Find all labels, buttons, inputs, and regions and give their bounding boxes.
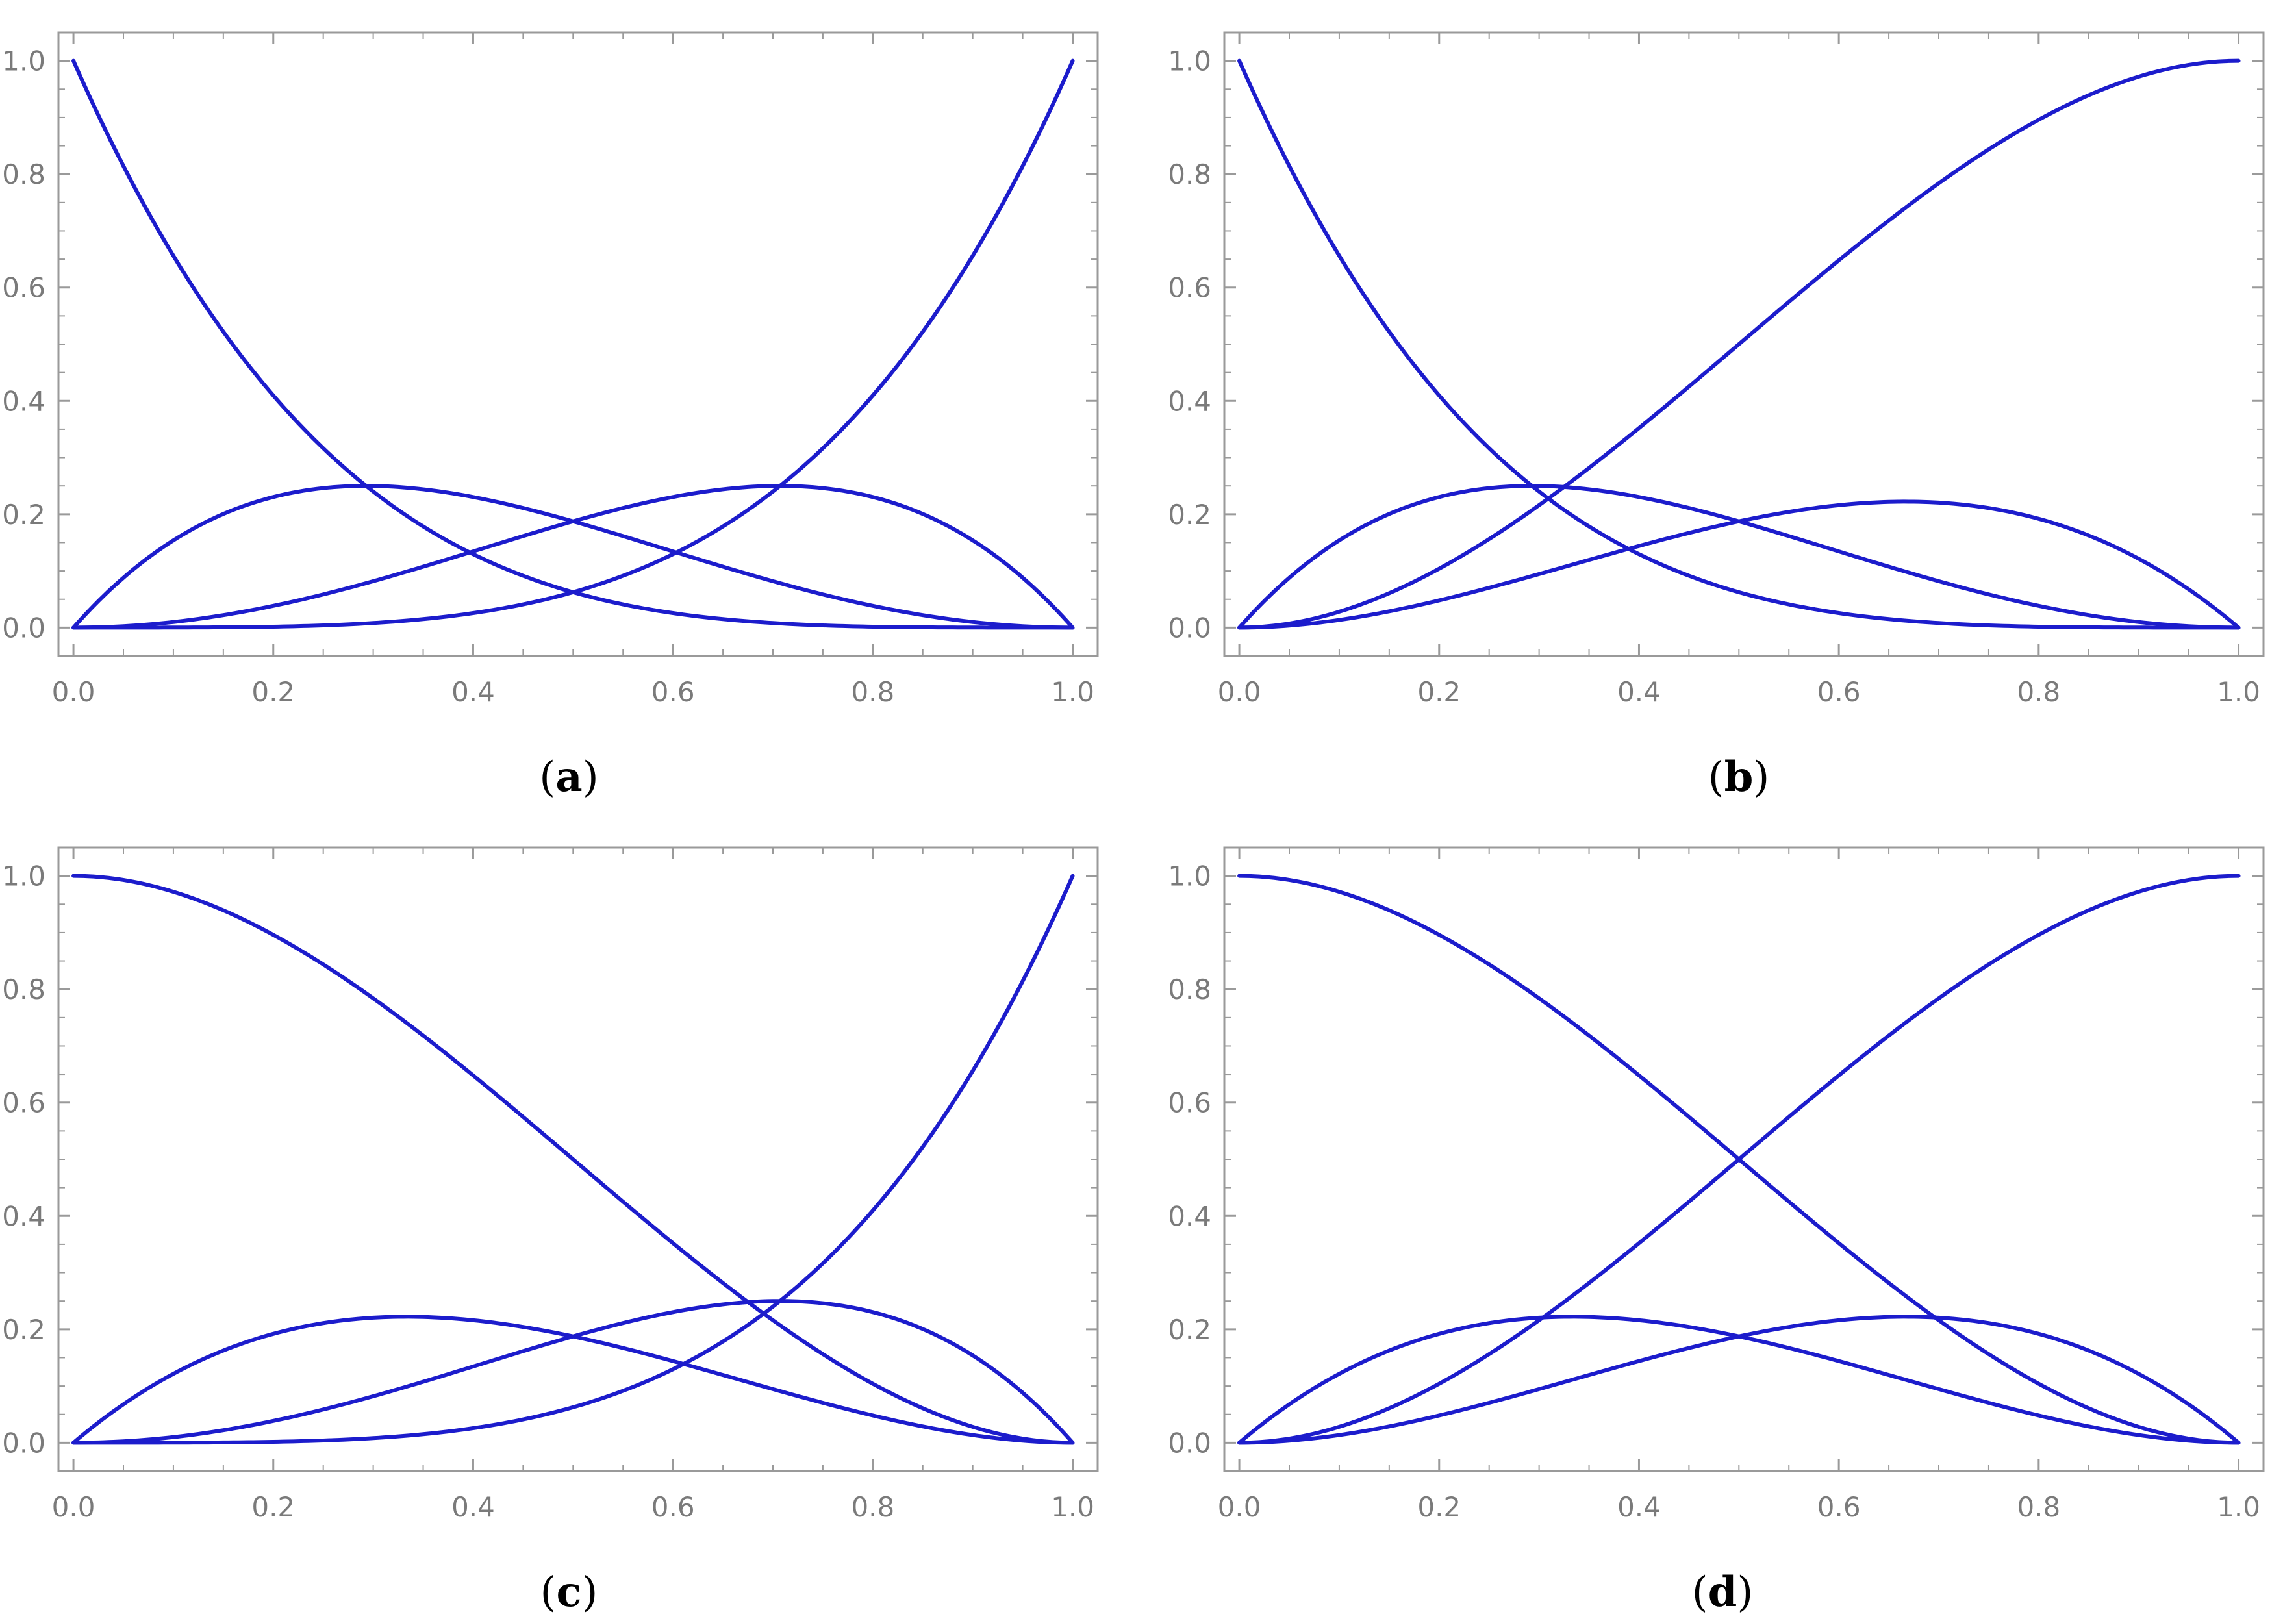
y-tick-label: 0.8 bbox=[2, 974, 45, 1005]
y-tick-label: 0.6 bbox=[1168, 272, 1211, 304]
y-tick-label: 0.0 bbox=[2, 1427, 45, 1459]
x-tick-label: 0.2 bbox=[251, 676, 295, 708]
x-tick-label: 1.0 bbox=[2217, 1491, 2260, 1523]
series-line-1 bbox=[71, 874, 1075, 1445]
y-tick-label: 1.0 bbox=[1168, 861, 1211, 892]
x-tick-label: 0.2 bbox=[251, 1491, 295, 1523]
y-tick-label: 0.6 bbox=[2, 272, 45, 304]
caption-b-letter: b bbox=[1724, 753, 1754, 801]
y-tick-label: 0.2 bbox=[1168, 499, 1211, 531]
series-line-4 bbox=[71, 58, 1075, 630]
y-tick-label: 0.2 bbox=[1168, 1314, 1211, 1346]
y-tick-label: 0.4 bbox=[2, 1200, 45, 1232]
panel-b: 0.00.0 0.2 0.2 0.4 0.4 0.6 0.6 0.8 0.8 1.0 1.0 bbox=[1168, 31, 2265, 708]
caption-a-letter: a bbox=[555, 753, 582, 801]
panel-a: 0.00.0 0.2 0.2 0.4 0.4 0.6 0.6 0.8 0.8 1.0 1.0 bbox=[2, 31, 1099, 708]
y-tick-label: 0.8 bbox=[2, 158, 45, 190]
x-tick-label: 0.8 bbox=[2017, 1491, 2060, 1523]
caption-b: (b) bbox=[1708, 753, 1770, 801]
caption-d: (d) bbox=[1692, 1568, 1754, 1617]
series-line-3 bbox=[1237, 1315, 2241, 1445]
x-tick-label: 0.4 bbox=[1617, 676, 1661, 708]
series-line-3 bbox=[1237, 499, 2241, 630]
y-tick-label: 0.0 bbox=[1168, 1427, 1211, 1459]
series-line-1 bbox=[1237, 58, 2241, 630]
x-tick-label: 0.0 bbox=[1218, 676, 1261, 708]
series-line-4 bbox=[1237, 874, 2241, 1445]
y-tick-label: 0.8 bbox=[1168, 158, 1211, 190]
x-tick-label: 0.4 bbox=[451, 1491, 495, 1523]
caption-d-letter: d bbox=[1708, 1568, 1737, 1617]
caption-c-letter: c bbox=[557, 1568, 582, 1617]
x-tick-label: 0.0 bbox=[1218, 1491, 1261, 1523]
x-tick-label: 1.0 bbox=[1051, 676, 1094, 708]
y-tick-label: 0.2 bbox=[2, 499, 45, 531]
x-tick-label: 0.0 bbox=[52, 676, 95, 708]
x-tick-label: 0.4 bbox=[1617, 1491, 1661, 1523]
y-tick-label: 0.8 bbox=[1168, 974, 1211, 1005]
y-tick-label: 1.0 bbox=[2, 861, 45, 892]
y-tick-label: 0.6 bbox=[2, 1087, 45, 1119]
caption-a: (a) bbox=[539, 753, 598, 801]
x-tick-label: 0.6 bbox=[1817, 676, 1861, 708]
panel-d: 0.00.0 0.2 0.2 0.4 0.4 0.6 0.6 0.8 0.8 1.0 1.0 bbox=[1168, 846, 2265, 1523]
y-tick-label: 1.0 bbox=[1168, 45, 1211, 77]
y-tick-label: 0.0 bbox=[1168, 612, 1211, 644]
x-tick-label: 0.8 bbox=[2017, 676, 2060, 708]
caption-c: (c) bbox=[540, 1568, 598, 1617]
x-tick-label: 0.6 bbox=[651, 676, 695, 708]
series-line-4 bbox=[71, 874, 1075, 1445]
x-tick-label: 1.0 bbox=[2217, 676, 2260, 708]
x-tick-label: 1.0 bbox=[1051, 1491, 1094, 1523]
x-tick-label: 0.8 bbox=[851, 1491, 894, 1523]
series-line-3 bbox=[71, 484, 1075, 630]
x-tick-label: 0.8 bbox=[851, 676, 894, 708]
series-line-4 bbox=[1237, 58, 2241, 630]
y-tick-label: 0.4 bbox=[1168, 1200, 1211, 1232]
y-tick-label: 0.4 bbox=[1168, 385, 1211, 417]
series-line-3 bbox=[71, 1299, 1075, 1445]
x-tick-label: 0.0 bbox=[52, 1491, 95, 1523]
y-tick-label: 0.2 bbox=[2, 1314, 45, 1346]
x-tick-label: 0.6 bbox=[651, 1491, 695, 1523]
x-tick-label: 0.2 bbox=[1417, 1491, 1461, 1523]
y-tick-label: 1.0 bbox=[2, 45, 45, 77]
panel-c: 0.00.0 0.2 0.2 0.4 0.4 0.6 0.6 0.8 0.8 1.0 1.0 bbox=[2, 846, 1099, 1523]
x-tick-label: 0.6 bbox=[1817, 1491, 1861, 1523]
x-tick-label: 0.4 bbox=[451, 676, 495, 708]
y-tick-label: 0.4 bbox=[2, 385, 45, 417]
y-tick-label: 0.0 bbox=[2, 612, 45, 644]
x-tick-label: 0.2 bbox=[1417, 676, 1461, 708]
y-tick-label: 0.6 bbox=[1168, 1087, 1211, 1119]
